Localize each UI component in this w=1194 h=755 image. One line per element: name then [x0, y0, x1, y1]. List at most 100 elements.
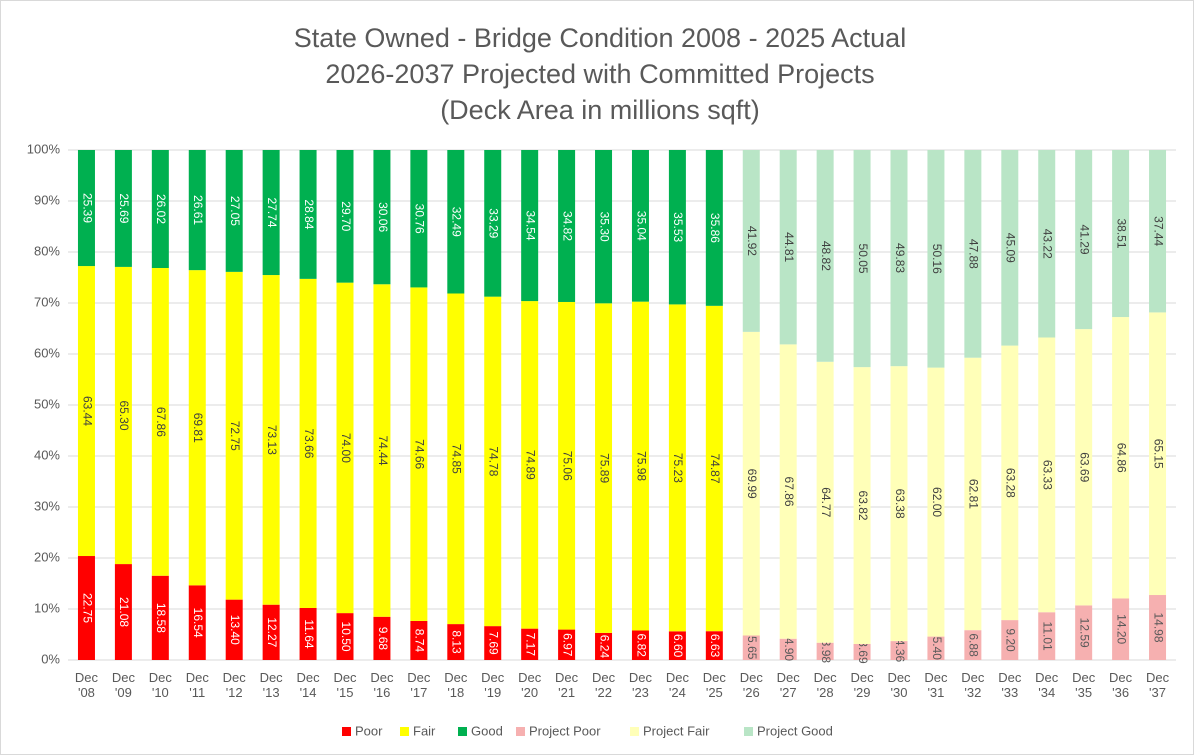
- bar-segment: [188, 270, 206, 586]
- x-tick-label: Dec '20: [518, 670, 542, 700]
- bar-segment: [336, 150, 354, 283]
- x-tick-label: Dec '12: [222, 670, 246, 700]
- data-label: 28.84: [302, 199, 316, 229]
- data-label: 74.89: [523, 450, 537, 480]
- data-label: 12.27: [265, 617, 279, 647]
- bar-segment: [779, 638, 797, 660]
- data-label: 75.98: [634, 451, 648, 481]
- legend-swatch: [516, 727, 525, 736]
- data-label: 6.97: [560, 633, 574, 657]
- data-label: 30.76: [413, 204, 427, 234]
- legend-label: Good: [471, 723, 503, 738]
- data-label: 6.60: [671, 634, 685, 658]
- bar-segment: [1149, 312, 1167, 596]
- data-label: 8.13: [450, 630, 464, 654]
- x-tick-label: Dec '21: [555, 670, 579, 700]
- bar-segment: [595, 632, 613, 660]
- bar-segment: [742, 150, 760, 332]
- bar-segment: [1001, 150, 1019, 346]
- bar-segment: [225, 271, 243, 600]
- bar-segment: [447, 150, 465, 294]
- data-label: 11.01: [1041, 622, 1055, 651]
- data-label: 29.70: [339, 201, 353, 231]
- chart-title: (Deck Area in millions sqft): [440, 95, 760, 125]
- bar-segment: [114, 266, 132, 565]
- bar-segment: [447, 293, 465, 625]
- bar-segment: [373, 284, 391, 617]
- data-label: 7.17: [523, 633, 537, 657]
- bar-segment: [188, 585, 206, 660]
- bar-segment: [853, 367, 871, 644]
- bar-segment: [410, 620, 428, 660]
- bar-segment: [631, 150, 649, 302]
- bar-segment: [668, 150, 686, 305]
- bar-segment: [262, 604, 280, 660]
- legend-swatch: [400, 727, 409, 736]
- bar-segment: [890, 641, 908, 660]
- bar-segment: [558, 150, 576, 302]
- bar-segment: [1149, 595, 1167, 660]
- x-tick-label: Dec '09: [111, 670, 135, 700]
- y-tick-label: 10%: [34, 600, 60, 615]
- data-label: 35.30: [597, 212, 611, 242]
- x-tick-label: Dec '23: [628, 670, 653, 700]
- y-tick-label: 90%: [34, 192, 60, 207]
- bar-segment: [816, 361, 834, 643]
- data-label: 3.98: [819, 640, 833, 664]
- data-label: 13.40: [228, 615, 242, 645]
- data-label: 75.89: [597, 453, 611, 483]
- bar-segment: [225, 599, 243, 660]
- data-label: 11.64: [302, 619, 316, 648]
- data-label: 63.33: [1041, 460, 1055, 490]
- data-label: 26.61: [191, 195, 205, 225]
- data-label: 67.86: [782, 477, 796, 507]
- data-label: 62.00: [930, 487, 944, 517]
- y-tick-label: 100%: [27, 141, 61, 156]
- data-label: 64.86: [1114, 443, 1128, 473]
- data-label: 32.49: [450, 207, 464, 237]
- bar-segment: [558, 301, 576, 630]
- data-label: 44.81: [782, 232, 796, 262]
- data-label: 6.63: [708, 634, 722, 658]
- bar-segment: [299, 278, 317, 608]
- bar-segment: [1038, 150, 1056, 338]
- data-label: 74.66: [413, 439, 427, 469]
- bar-segment: [742, 331, 760, 636]
- data-label: 3.69: [856, 640, 870, 664]
- bar-segment: [779, 344, 797, 639]
- bar-segment: [299, 607, 317, 660]
- bar-segment: [927, 150, 945, 368]
- data-label: 50.05: [856, 244, 870, 274]
- data-label: 72.75: [228, 421, 242, 451]
- y-tick-label: 50%: [34, 396, 60, 411]
- data-label: 6.82: [634, 634, 648, 658]
- data-label: 4.90: [782, 638, 796, 662]
- data-label: 10.50: [339, 622, 353, 652]
- bar-segment: [151, 150, 169, 268]
- bar-segment: [262, 275, 280, 605]
- data-label: 45.09: [1004, 233, 1018, 263]
- bar-segment: [188, 150, 206, 271]
- bar-segment: [816, 642, 834, 660]
- x-tick-label: Dec '28: [813, 670, 837, 700]
- bar-segment: [1075, 329, 1093, 606]
- data-label: 5.65: [745, 636, 759, 660]
- chart-title: 2026-2037 Projected with Committed Proje…: [325, 59, 874, 89]
- x-tick-label: Dec '37: [1145, 670, 1170, 700]
- bar-segment: [1112, 150, 1130, 318]
- bar-segment: [336, 282, 354, 614]
- bar-segment: [631, 301, 649, 631]
- data-label: 63.38: [893, 489, 907, 519]
- y-tick-label: 0%: [41, 651, 60, 666]
- x-tick-label: Dec '10: [148, 670, 172, 700]
- y-tick-label: 80%: [34, 243, 60, 258]
- data-label: 14.20: [1114, 614, 1128, 644]
- data-label: 65.30: [117, 400, 131, 430]
- x-tick-label: Dec '32: [961, 670, 985, 700]
- data-label: 35.53: [671, 212, 685, 242]
- data-label: 47.88: [967, 239, 981, 269]
- bar-segment: [225, 150, 243, 272]
- bar-segment: [521, 301, 539, 629]
- data-label: 73.13: [265, 425, 279, 455]
